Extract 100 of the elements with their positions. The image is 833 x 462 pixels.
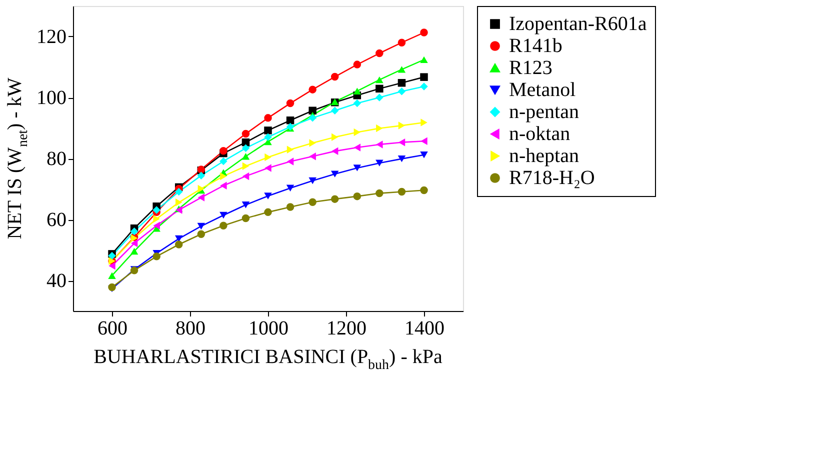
- point: [309, 139, 316, 147]
- point: [197, 172, 206, 180]
- point: [242, 162, 250, 170]
- point: [242, 172, 250, 180]
- legend-label: n-heptan: [509, 145, 579, 167]
- point: [330, 170, 339, 178]
- y-tick-label: 100: [36, 87, 66, 109]
- point: [330, 106, 339, 114]
- point: [286, 116, 294, 124]
- x-tick-label: 800: [176, 318, 206, 340]
- point: [420, 73, 428, 81]
- legend-label: R123: [509, 57, 552, 79]
- point: [108, 272, 116, 279]
- point: [309, 152, 316, 160]
- legend-label: R141b: [509, 35, 562, 57]
- point: [242, 153, 250, 160]
- point: [398, 188, 406, 196]
- point: [264, 192, 272, 200]
- point: [264, 153, 272, 162]
- point: [242, 130, 250, 138]
- point: [398, 66, 406, 73]
- legend-label: n-oktan: [509, 123, 570, 145]
- point: [376, 160, 384, 166]
- point: [220, 172, 227, 180]
- point: [353, 88, 362, 94]
- point: [330, 72, 339, 81]
- point: [174, 240, 183, 248]
- point: [308, 86, 316, 94]
- point: [376, 94, 384, 102]
- point: [152, 206, 160, 214]
- point: [398, 78, 406, 87]
- point: [331, 133, 338, 142]
- point: [398, 155, 406, 162]
- point: [130, 248, 138, 255]
- point: [420, 137, 428, 145]
- point: [308, 198, 316, 206]
- point: [420, 56, 428, 64]
- point: [242, 214, 250, 222]
- legend-label: n-pentan: [509, 101, 579, 123]
- y-axis-title: NET IS (Wnet) - kW: [4, 78, 31, 240]
- x-tick-label: 1400: [404, 318, 444, 340]
- point: [420, 82, 428, 90]
- point: [286, 184, 294, 192]
- x-tick-label: 1000: [248, 318, 288, 340]
- point: [353, 192, 362, 200]
- point: [376, 140, 383, 148]
- point: [174, 188, 183, 196]
- point: [220, 147, 228, 155]
- point: [153, 222, 160, 230]
- point: [264, 133, 272, 142]
- point: [286, 146, 294, 154]
- point: [264, 208, 272, 216]
- legend-label: Izopentan-R601a: [509, 13, 647, 35]
- point: [398, 138, 406, 146]
- point: [376, 49, 384, 58]
- point: [353, 60, 362, 68]
- y-tick-label: 60: [46, 209, 66, 231]
- point: [264, 114, 272, 122]
- point: [197, 222, 206, 230]
- point: [308, 114, 316, 122]
- point: [308, 106, 316, 114]
- legend-label: R718-H₂O: [509, 167, 595, 189]
- point: [376, 76, 384, 84]
- point: [398, 38, 406, 46]
- y-tick-label: 80: [46, 148, 66, 170]
- point: [331, 147, 338, 156]
- point: [242, 144, 250, 152]
- point: [420, 186, 428, 194]
- point: [197, 230, 206, 238]
- point: [153, 215, 160, 223]
- point: [220, 182, 227, 190]
- point: [353, 99, 362, 108]
- point: [420, 28, 428, 36]
- point: [330, 195, 339, 203]
- x-tick-label: 600: [98, 318, 128, 340]
- point: [264, 126, 272, 134]
- point: [354, 144, 361, 152]
- point: [220, 212, 228, 219]
- legend-label: Metanol: [509, 79, 576, 101]
- point: [220, 157, 228, 166]
- point: [242, 202, 250, 208]
- point: [376, 124, 383, 132]
- y-tick-label: 120: [36, 26, 66, 48]
- point: [376, 84, 384, 93]
- point: [420, 151, 428, 158]
- point: [398, 88, 406, 96]
- point: [420, 118, 428, 126]
- point: [353, 164, 362, 172]
- point: [286, 99, 294, 108]
- y-tick-label: 40: [46, 270, 66, 292]
- point: [398, 122, 406, 130]
- point: [108, 262, 116, 270]
- point: [152, 252, 160, 260]
- x-tick-label: 1200: [326, 318, 366, 340]
- point: [130, 228, 138, 236]
- point: [286, 158, 294, 166]
- point: [175, 198, 182, 206]
- point: [286, 203, 294, 211]
- point: [130, 239, 138, 248]
- point: [264, 164, 272, 172]
